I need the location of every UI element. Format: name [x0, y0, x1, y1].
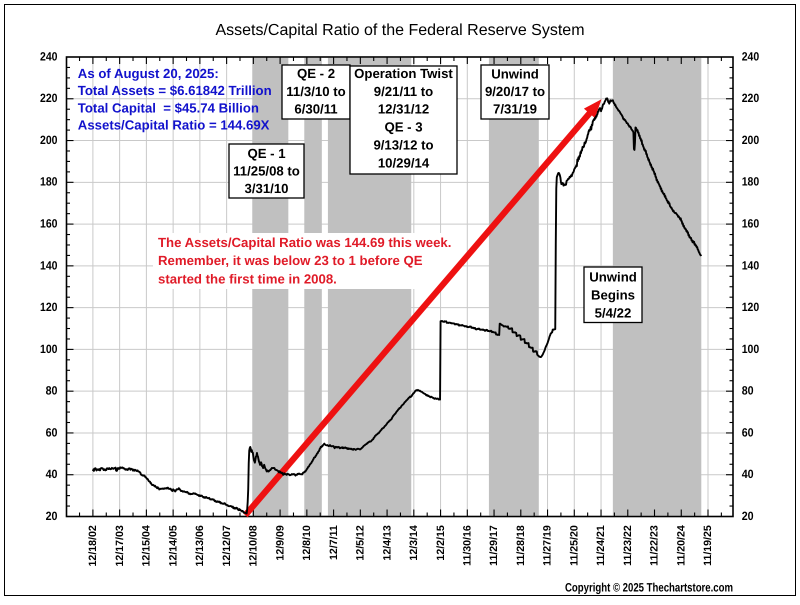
svg-text:3/31/10: 3/31/10: [245, 181, 289, 196]
svg-text:11/25/20: 11/25/20: [568, 525, 580, 566]
svg-text:10/29/14: 10/29/14: [378, 155, 430, 170]
svg-text:11/30/16: 11/30/16: [462, 525, 474, 566]
svg-text:200: 200: [40, 133, 58, 147]
svg-text:Unwind: Unwind: [491, 67, 539, 82]
svg-text:100: 100: [742, 342, 760, 356]
svg-text:7/31/19: 7/31/19: [493, 102, 537, 117]
svg-text:140: 140: [742, 258, 760, 272]
svg-text:9/20/17 to: 9/20/17 to: [485, 84, 545, 99]
svg-text:started the first time in 2008: started the first time in 2008.: [158, 271, 337, 286]
svg-text:Copyright © 2025 Thechartstore: Copyright © 2025 Thechartstore.com: [565, 580, 733, 594]
svg-text:140: 140: [40, 258, 58, 272]
svg-text:60: 60: [742, 425, 754, 439]
svg-text:12/5/12: 12/5/12: [355, 525, 367, 560]
svg-text:11/25/08 to: 11/25/08 to: [233, 164, 300, 179]
svg-text:12/10/08: 12/10/08: [248, 525, 260, 566]
svg-text:12/3/14: 12/3/14: [408, 525, 420, 560]
svg-text:QE - 1: QE - 1: [247, 146, 285, 161]
svg-text:200: 200: [742, 133, 760, 147]
svg-text:Total Capital = $45.74 Billio: Total Capital = $45.74 Billion: [78, 100, 259, 115]
svg-text:100: 100: [40, 342, 58, 356]
svg-text:Operation Twist: Operation Twist: [354, 66, 453, 81]
svg-text:60: 60: [46, 425, 58, 439]
svg-text:6/30/11: 6/30/11: [294, 102, 337, 117]
svg-text:11/24/21: 11/24/21: [595, 525, 607, 566]
svg-text:11/20/24: 11/20/24: [675, 525, 687, 566]
svg-text:12/13/06: 12/13/06: [194, 525, 206, 566]
svg-text:11/22/23: 11/22/23: [649, 525, 661, 566]
svg-text:12/18/02: 12/18/02: [87, 525, 99, 566]
svg-text:220: 220: [40, 91, 58, 105]
svg-text:12/8/10: 12/8/10: [301, 525, 313, 560]
svg-text:5/4/22: 5/4/22: [595, 306, 632, 321]
svg-text:12/2/15: 12/2/15: [435, 525, 447, 560]
svg-text:12/9/09: 12/9/09: [274, 525, 286, 560]
svg-text:80: 80: [742, 384, 754, 398]
svg-text:180: 180: [40, 175, 58, 189]
svg-text:12/12/07: 12/12/07: [221, 525, 233, 566]
svg-text:40: 40: [46, 467, 58, 481]
svg-text:11/27/19: 11/27/19: [542, 525, 554, 566]
svg-text:20: 20: [46, 509, 58, 523]
svg-text:120: 120: [40, 300, 58, 314]
svg-text:The Assets/Capital Ratio was 1: The Assets/Capital Ratio was 144.69 this…: [158, 235, 451, 250]
svg-text:Unwind: Unwind: [589, 270, 637, 285]
svg-text:240: 240: [742, 49, 760, 63]
svg-text:11/3/10 to: 11/3/10 to: [286, 84, 345, 99]
svg-text:12/4/13: 12/4/13: [381, 525, 393, 560]
svg-text:12/17/03: 12/17/03: [114, 525, 126, 566]
svg-text:120: 120: [742, 300, 760, 314]
svg-text:12/7/11: 12/7/11: [328, 525, 340, 560]
svg-text:Assets/Capital Ratio of the Fe: Assets/Capital Ratio of the Federal Rese…: [215, 22, 584, 39]
svg-text:80: 80: [46, 384, 58, 398]
svg-text:180: 180: [742, 175, 760, 189]
svg-text:9/21/11 to: 9/21/11 to: [374, 84, 433, 99]
svg-text:9/13/12 to: 9/13/12 to: [373, 138, 433, 153]
svg-text:160: 160: [742, 216, 760, 230]
svg-text:240: 240: [40, 49, 58, 63]
svg-text:12/15/04: 12/15/04: [141, 525, 153, 566]
svg-text:11/28/18: 11/28/18: [515, 525, 527, 566]
svg-text:12/31/12: 12/31/12: [378, 102, 429, 117]
svg-text:As of August 20, 2025:: As of August 20, 2025:: [78, 66, 219, 81]
svg-text:Total Assets = $6.61842 Trilli: Total Assets = $6.61842 Trillion: [78, 83, 272, 98]
svg-text:QE - 2: QE - 2: [297, 66, 335, 81]
svg-text:11/23/22: 11/23/22: [622, 525, 634, 566]
svg-text:12/14/05: 12/14/05: [167, 525, 179, 566]
svg-text:Remember, it was below 23 to 1: Remember, it was below 23 to 1 before QE: [158, 253, 423, 268]
svg-text:220: 220: [742, 91, 760, 105]
svg-text:20: 20: [742, 509, 754, 523]
svg-text:40: 40: [742, 467, 754, 481]
svg-text:160: 160: [40, 216, 58, 230]
svg-text:Assets/Capital Ratio = 144.69X: Assets/Capital Ratio = 144.69X: [78, 117, 270, 132]
svg-text:QE - 3: QE - 3: [384, 120, 422, 135]
svg-text:11/29/17: 11/29/17: [488, 525, 500, 566]
svg-text:11/19/25: 11/19/25: [702, 525, 714, 566]
svg-text:Begins: Begins: [591, 288, 635, 303]
